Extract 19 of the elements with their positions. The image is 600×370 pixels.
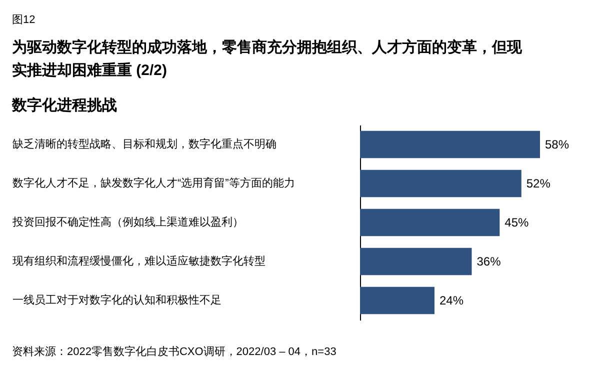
bar — [360, 248, 472, 276]
data-label: 58% — [545, 138, 570, 152]
data-label: 36% — [476, 254, 502, 268]
text: 数字化进程挑战 — [11, 96, 117, 114]
caption: 图12 — [12, 14, 36, 26]
bar — [360, 170, 522, 198]
bar — [360, 130, 540, 158]
data-label: 52% — [526, 176, 551, 190]
bar — [360, 286, 434, 314]
data-label: 24% — [439, 294, 464, 308]
bar — [360, 208, 500, 236]
data-label: 45% — [504, 216, 530, 230]
text: 资料来源：2022零售数字化白皮书CXO调研，2022/03 – 04，n=33 — [12, 345, 336, 358]
y-tick-label: 数字化人才不足，缺发数字化人才“选用育留”等方面的能力 — [12, 176, 295, 190]
y-tick-label: 现有组织和流程缓慢僵化，难以适应敏捷数字化转型 — [12, 254, 266, 268]
chart-title: 为驱动数字化转型的成功落地，零售商充分拥抱组织、人才方面的变革，但现实推进却困难重重 (2/2) — [12, 38, 523, 79]
y-tick-label: 一线员工对于对数字化的认知和积极性不足 — [12, 294, 222, 306]
y-tick-label: 缺乏清晰的转型战略、目标和规划，数字化重点不明确 — [12, 138, 276, 150]
y-tick-label: 投资回报不确定性高（例如线上渠道难以盈利） — [12, 216, 244, 228]
